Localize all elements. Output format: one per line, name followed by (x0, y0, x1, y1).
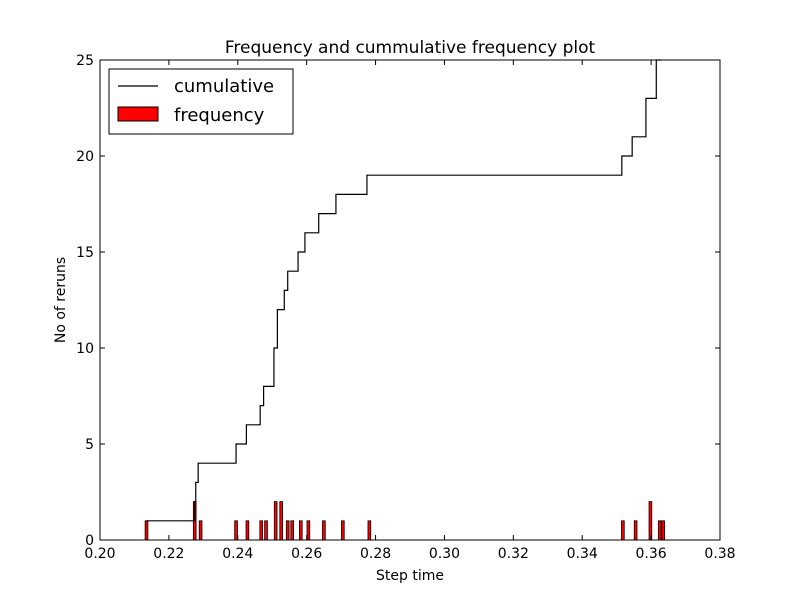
frequency-bar (322, 520, 326, 541)
x-tick-label: 0.20 (84, 546, 115, 562)
y-axis-label: No of reruns (53, 257, 69, 343)
frequency-bar (299, 520, 303, 541)
frequency-bar (279, 501, 283, 541)
y-tick-label: 20 (76, 149, 94, 165)
y-tick-label: 25 (76, 53, 94, 69)
x-tick-label: 0.24 (222, 546, 253, 562)
y-tick-label: 5 (85, 437, 94, 453)
chart-title: Frequency and cummulative frequency plot (225, 38, 596, 58)
x-axis-ticks: 0.20 0.22 0.24 0.26 0.28 0.30 0.32 0.34 0.36 0.38 (84, 60, 736, 562)
frequency-bar (648, 501, 653, 541)
cumulative-line (146, 59, 662, 522)
x-tick-label: 0.26 (291, 546, 322, 562)
y-tick-label: 0 (85, 533, 94, 549)
frequency-bar (306, 520, 311, 541)
x-tick-label: 0.36 (636, 546, 667, 562)
x-tick-label: 0.22 (153, 546, 184, 562)
y-tick-label: 15 (76, 245, 94, 261)
x-tick-label: 0.34 (567, 546, 598, 562)
y-axis-ticks: 0 5 10 15 20 25 (76, 53, 720, 549)
frequency-bar (290, 520, 294, 541)
x-tick-label: 0.32 (498, 546, 529, 562)
frequency-bar (661, 520, 665, 541)
frequency-bar (245, 520, 250, 541)
frequency-bars (144, 501, 665, 541)
plot-area-frame (99, 59, 721, 541)
frequency-bar (144, 520, 149, 541)
legend-cumulative-label: cumulative (174, 76, 274, 97)
frequency-bar (234, 520, 238, 541)
frequency-bar (259, 520, 263, 541)
legend-frequency-swatch (117, 106, 159, 122)
frequency-bar (264, 520, 268, 541)
frequency-bar (621, 520, 625, 541)
frequency-bar (198, 520, 203, 541)
frequency-bar (633, 520, 638, 541)
legend: cumulative frequency (108, 68, 294, 135)
y-tick-label: 10 (76, 341, 94, 357)
frequency-bar (285, 520, 290, 541)
legend-frame (108, 68, 294, 135)
frequency-bar (341, 520, 345, 541)
x-tick-label: 0.38 (704, 546, 735, 562)
legend-frequency-label: frequency (174, 105, 265, 126)
frequency-bar (367, 520, 372, 541)
frequency-bar (657, 520, 662, 541)
x-tick-label: 0.30 (429, 546, 460, 562)
x-tick-label: 0.28 (360, 546, 391, 562)
frequency-bar (273, 501, 278, 541)
x-axis-label: Step time (376, 568, 444, 584)
